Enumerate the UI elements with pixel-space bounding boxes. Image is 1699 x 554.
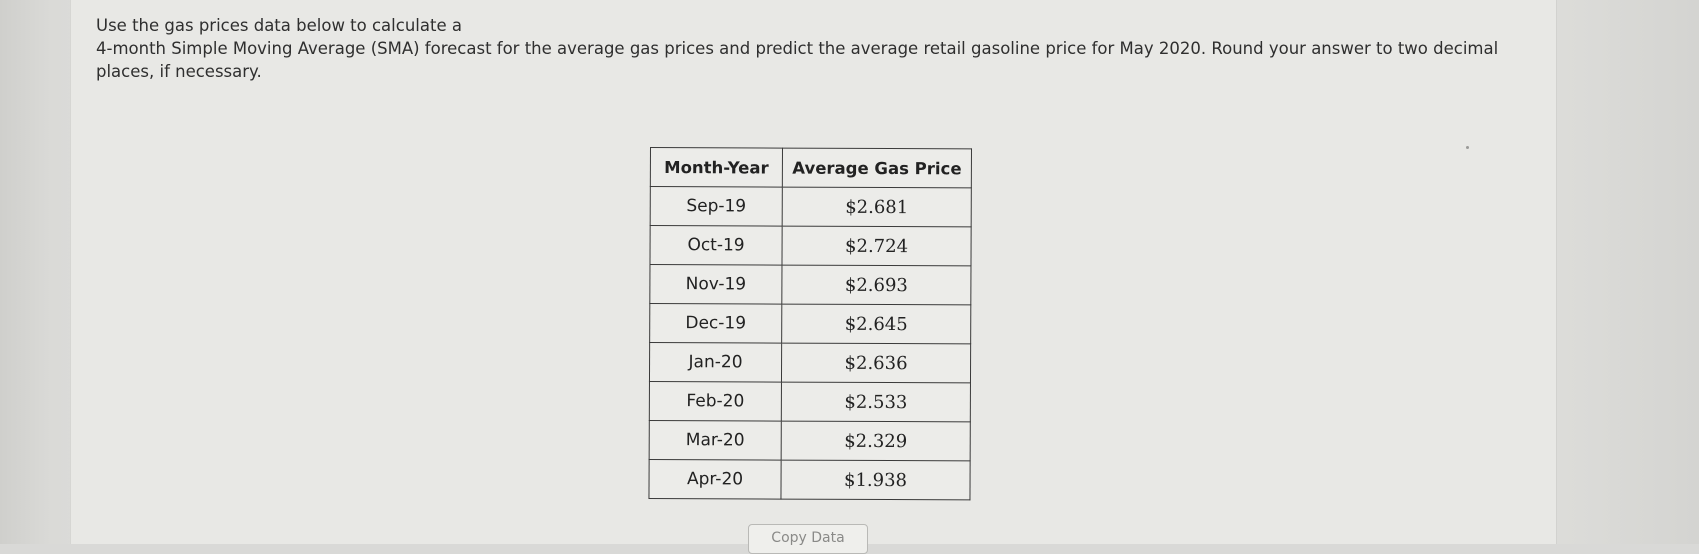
gas-prices-table: Month-Year Average Gas Price Sep-19 $2.6… — [648, 147, 972, 501]
table-row: Apr-20 $1.938 — [648, 459, 971, 500]
month-cell: Sep-19 — [650, 186, 783, 227]
table-row: Mar-20 $2.329 — [649, 420, 971, 461]
table-row: Feb-20 $2.533 — [649, 381, 971, 422]
price-cell: $2.724 — [781, 226, 972, 266]
header-average-gas-price: Average Gas Price — [782, 148, 972, 188]
month-cell: Mar-20 — [649, 420, 782, 461]
screen-speck — [1466, 146, 1469, 149]
price-cell: $2.533 — [781, 382, 971, 422]
price-cell: $2.681 — [782, 187, 972, 227]
month-cell: Oct-19 — [649, 225, 783, 266]
price-cell: $2.693 — [781, 265, 971, 305]
table-row: Jan-20 $2.636 — [649, 342, 971, 383]
header-month-year: Month-Year — [650, 147, 783, 188]
table-row: Dec-19 $2.645 — [649, 303, 971, 344]
month-cell: Nov-19 — [649, 264, 782, 305]
question-line-1: Use the gas prices data below to calcula… — [96, 16, 462, 35]
month-cell: Apr-20 — [648, 459, 782, 500]
table-row: Oct-19 $2.724 — [649, 225, 972, 266]
price-cell: $2.636 — [781, 343, 971, 383]
price-cell: $2.329 — [781, 421, 971, 461]
price-cell: $2.645 — [781, 304, 971, 344]
table-header-row: Month-Year Average Gas Price — [650, 147, 972, 188]
month-cell: Jan-20 — [649, 342, 782, 383]
question-line-2: 4-month Simple Moving Average (SMA) fore… — [96, 39, 1499, 81]
month-cell: Dec-19 — [649, 303, 782, 344]
month-cell: Feb-20 — [649, 381, 782, 422]
price-cell: $1.938 — [780, 460, 971, 500]
table-row: Sep-19 $2.681 — [650, 186, 972, 227]
question-text: Use the gas prices data below to calcula… — [96, 14, 1536, 83]
table-row: Nov-19 $2.693 — [649, 264, 971, 305]
copy-data-button[interactable]: Copy Data — [748, 524, 868, 554]
